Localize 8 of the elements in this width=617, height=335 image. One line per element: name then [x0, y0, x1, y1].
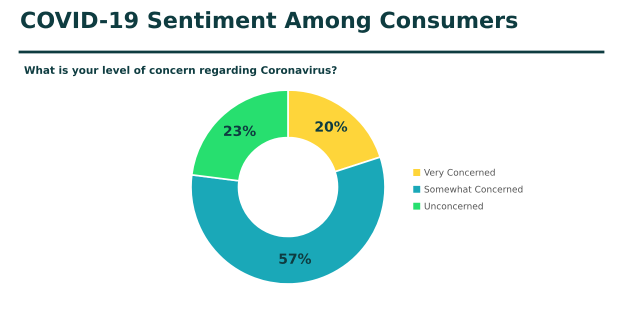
- data-label: 20%: [316, 121, 348, 132]
- chart-title: COVID-19 Sentiment Among Consumers: [21, 11, 518, 33]
- chart-subtitle: What is your level of concern regarding Coronavirus?: [24, 66, 337, 76]
- legend-label: Unconcerned: [424, 202, 483, 210]
- data-label: 23%: [224, 126, 256, 136]
- data-label: 57%: [279, 253, 312, 264]
- legend-label: Somewhat Concerned: [424, 186, 522, 193]
- legend-label: Very Concerned: [424, 168, 495, 178]
